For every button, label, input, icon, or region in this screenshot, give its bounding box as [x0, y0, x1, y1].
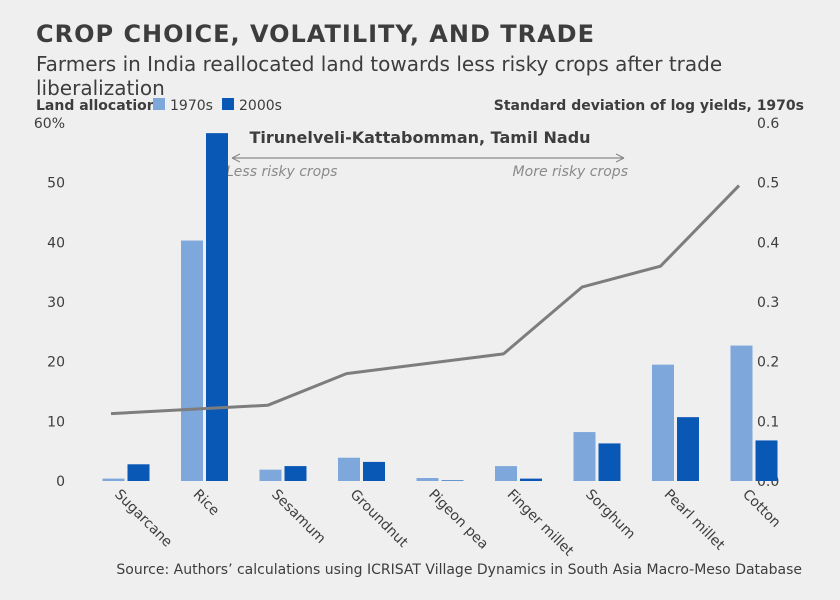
left-tick-label: 20	[47, 355, 65, 371]
legend-swatch-2000s	[222, 98, 234, 110]
bar-2000s-sesamum	[284, 466, 307, 481]
bar-1970s-pearl-millet	[652, 364, 674, 481]
bar-1970s-rice	[181, 240, 203, 481]
bar-2000s-rice	[206, 133, 228, 482]
category-label: Pearl millet	[661, 487, 728, 554]
chart-subtitle: Farmers in India reallocated land toward…	[36, 52, 723, 100]
right-tick-label: 0.2	[757, 355, 779, 371]
left-tick-label: 40	[47, 235, 65, 251]
source-note: Source: Authors’ calculations using ICRI…	[116, 562, 802, 578]
category-label: Sorghum	[582, 487, 638, 543]
risk-arrow-right-head	[615, 153, 625, 163]
category-label: Sugarcane	[111, 487, 175, 551]
bar-1970s-sorghum	[573, 432, 596, 481]
bar-1970s-pigeon-pea	[416, 478, 439, 481]
category-label: Pigeon pea	[425, 487, 491, 553]
left-axis-label: Land allocation	[36, 98, 157, 114]
right-tick-label: 0.4	[757, 235, 779, 251]
left-tick-label: 0	[56, 474, 65, 490]
right-tick-label: 0.6	[757, 116, 779, 132]
bar-2000s-finger-millet	[520, 478, 542, 481]
left-tick-label: 30	[47, 295, 65, 311]
right-tick-label: 0.3	[757, 295, 779, 311]
bar-2000s-sugarcane	[127, 464, 150, 481]
left-tick-label: 50	[47, 176, 65, 192]
right-axis-label: Standard deviation of log yields, 1970s	[494, 98, 804, 114]
category-label: Rice	[190, 487, 222, 519]
std-dev-line	[110, 184, 741, 416]
category-label: Cotton	[739, 487, 783, 531]
region-label: Tirunelveli-Kattabomman, Tamil Nadu	[249, 128, 590, 147]
legend-swatch-1970s	[153, 98, 165, 110]
right-tick-label: 0.1	[757, 414, 779, 430]
less-risky-label: Less risky crops	[226, 164, 337, 180]
bar-1970s-sesamum	[259, 469, 282, 481]
bar-2000s-pearl-millet	[677, 417, 699, 481]
left-tick-label: 10	[47, 414, 65, 430]
legend-label-2000s: 2000s	[239, 98, 282, 114]
bar-1970s-sugarcane	[102, 478, 125, 481]
category-label: Groundnut	[347, 487, 412, 552]
category-label: Sesamum	[268, 487, 328, 547]
risk-arrow-left-head	[231, 153, 241, 163]
bar-2000s-groundnut	[363, 461, 385, 481]
category-label: Finger millet	[504, 487, 577, 560]
more-risky-label: More risky crops	[513, 164, 628, 180]
chart-title: CROP CHOICE, VOLATILITY, AND TRADE	[36, 20, 595, 48]
right-tick-label: 0.5	[757, 176, 779, 192]
bar-1970s-cotton	[730, 345, 753, 481]
bar-2000s-sorghum	[598, 443, 621, 481]
bar-2000s-cotton	[755, 440, 778, 481]
bar-1970s-groundnut	[338, 457, 360, 481]
bar-2000s-pigeon-pea	[441, 480, 464, 482]
legend-label-1970s: 1970s	[170, 98, 213, 114]
left-tick-label: 60%	[34, 116, 65, 132]
bar-1970s-finger-millet	[495, 466, 517, 481]
